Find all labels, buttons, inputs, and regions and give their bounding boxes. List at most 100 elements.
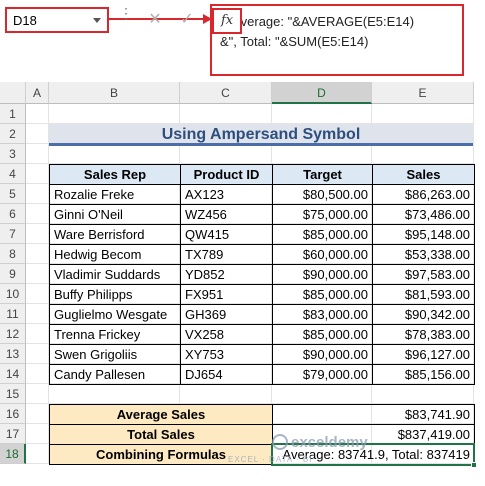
row-header-2[interactable]: 2 — [0, 124, 26, 144]
gridline-horizontal — [26, 163, 474, 164]
table-cell[interactable]: $60,000.00 — [272, 244, 373, 265]
cancel-formula-button[interactable]: ✕ — [148, 11, 162, 28]
row-header-11[interactable]: 11 — [0, 304, 26, 324]
gridline-horizontal — [26, 203, 474, 204]
formula-text: ="Average: "&AVERAGE(E5:E14) &", Total: … — [220, 14, 415, 49]
row-header-15[interactable]: 15 — [0, 384, 26, 404]
table-cell[interactable]: $85,000.00 — [272, 224, 373, 245]
table-cell[interactable]: AX123 — [180, 184, 273, 205]
table-cell[interactable]: QW415 — [180, 224, 273, 245]
table-header-cell: Product ID — [180, 164, 273, 185]
name-box[interactable]: D18 — [5, 7, 109, 33]
table-header-cell: Target — [272, 164, 373, 185]
gridline-horizontal — [26, 123, 474, 124]
table-cell[interactable]: Candy Pallesen — [49, 364, 181, 385]
table-cell[interactable]: TX789 — [180, 244, 273, 265]
table-cell[interactable]: $86,263.00 — [372, 184, 475, 205]
column-header-b[interactable]: B — [49, 82, 180, 104]
table-cell[interactable]: Swen Grigoliis — [49, 344, 181, 365]
column-header-c[interactable]: C — [180, 82, 272, 104]
table-cell[interactable]: $53,338.00 — [372, 244, 475, 265]
gridline-vertical — [48, 104, 49, 464]
column-header-a[interactable]: A — [26, 82, 49, 104]
gridline-horizontal — [26, 303, 474, 304]
table-cell[interactable]: $83,000.00 — [272, 304, 373, 325]
table-cell[interactable]: $95,148.00 — [372, 224, 475, 245]
gridline-horizontal — [26, 343, 474, 344]
table-cell[interactable]: Rozalie Freke — [49, 184, 181, 205]
summary-label: Average Sales — [49, 404, 273, 425]
table-cell[interactable]: Buffy Philipps — [49, 284, 181, 305]
summary-label: Total Sales — [49, 424, 273, 445]
chevron-down-icon[interactable] — [93, 18, 101, 23]
table-cell[interactable]: $78,383.00 — [372, 324, 475, 345]
row-header-3[interactable]: 3 — [0, 144, 26, 164]
table-cell[interactable]: $96,127.00 — [372, 344, 475, 365]
table-cell[interactable]: $90,342.00 — [372, 304, 475, 325]
table-cell[interactable]: $75,000.00 — [272, 204, 373, 225]
formula-bar-area: D18 ⋮ ✕ ✓ ="Average: "&AVERAGE(E5:E14) &… — [0, 0, 485, 82]
watermark-tagline: EXCEL · DATA · BI — [228, 455, 313, 464]
table-cell[interactable]: $79,000.00 — [272, 364, 373, 385]
row-header-17[interactable]: 17 — [0, 424, 26, 444]
table-cell[interactable]: WZ456 — [180, 204, 273, 225]
table-cell[interactable]: $81,593.00 — [372, 284, 475, 305]
row-header-6[interactable]: 6 — [0, 204, 26, 224]
table-cell[interactable]: $90,000.00 — [272, 344, 373, 365]
table-cell[interactable]: Hedwig Becom — [49, 244, 181, 265]
table-cell[interactable]: $85,000.00 — [272, 284, 373, 305]
table-cell[interactable]: Vladimir Suddards — [49, 264, 181, 285]
table-cell[interactable]: YD852 — [180, 264, 273, 285]
table-cell[interactable]: $85,000.00 — [272, 324, 373, 345]
more-options-icon[interactable]: ⋮ — [119, 5, 133, 21]
column-header-d[interactable]: D — [272, 82, 372, 104]
column-header-e[interactable]: E — [372, 82, 474, 104]
table-cell[interactable]: $97,583.00 — [372, 264, 475, 285]
table-cell[interactable]: DJ654 — [180, 364, 273, 385]
select-all-corner[interactable] — [0, 82, 26, 104]
row-header-7[interactable]: 7 — [0, 224, 26, 244]
row-header-5[interactable]: 5 — [0, 184, 26, 204]
row-header-10[interactable]: 10 — [0, 284, 26, 304]
gridline-horizontal — [26, 223, 474, 224]
table-cell[interactable]: Trenna Frickey — [49, 324, 181, 345]
table-cell[interactable]: FX951 — [180, 284, 273, 305]
table-header-cell: Sales Rep — [49, 164, 181, 185]
table-cell[interactable]: Ware Berrisford — [49, 224, 181, 245]
row-header-1[interactable]: 1 — [0, 104, 26, 124]
table-cell[interactable]: $80,500.00 — [272, 184, 373, 205]
table-cell[interactable]: Guglielmo Wesgate — [49, 304, 181, 325]
gridline-horizontal — [26, 383, 474, 384]
fill-handle[interactable] — [471, 462, 477, 468]
table-cell[interactable]: XY753 — [180, 344, 273, 365]
summary-value[interactable]: $83,741.90 — [272, 404, 475, 425]
row-header-8[interactable]: 8 — [0, 244, 26, 264]
table-cell[interactable]: $73,486.00 — [372, 204, 475, 225]
gridline-horizontal — [26, 403, 474, 404]
formula-input[interactable]: ="Average: "&AVERAGE(E5:E14) &", Total: … — [210, 4, 464, 76]
table-cell[interactable]: $90,000.00 — [272, 264, 373, 285]
table-cell[interactable]: $85,156.00 — [372, 364, 475, 385]
arrow-right-icon — [203, 14, 212, 24]
row-header-4[interactable]: 4 — [0, 164, 26, 184]
insert-function-button[interactable]: fx — [212, 8, 242, 34]
table-cell[interactable]: VX258 — [180, 324, 273, 345]
row-header-12[interactable]: 12 — [0, 324, 26, 344]
row-header-9[interactable]: 9 — [0, 264, 26, 284]
summary-label: Combining Formulas — [49, 444, 273, 465]
sheet-title: Using Ampersand Symbol — [49, 124, 473, 146]
watermark-logo: exceldemy — [272, 434, 368, 451]
gridline-horizontal — [26, 323, 474, 324]
gridline-horizontal — [26, 363, 474, 364]
enter-formula-button[interactable]: ✓ — [180, 11, 194, 28]
row-header-13[interactable]: 13 — [0, 344, 26, 364]
row-header-18[interactable]: 18 — [0, 444, 26, 464]
table-cell[interactable]: Ginni O'Neil — [49, 204, 181, 225]
gridline-horizontal — [26, 243, 474, 244]
exceldemy-icon — [272, 434, 288, 450]
table-cell[interactable]: GH369 — [180, 304, 273, 325]
row-header-16[interactable]: 16 — [0, 404, 26, 424]
fx-icon: fx — [221, 13, 234, 28]
worksheet-grid: A B C D E 1 2 3 4 5 6 7 8 9 10 11 12 13 14 15 16 17 18 Using A… — [0, 82, 477, 474]
row-header-14[interactable]: 14 — [0, 364, 26, 384]
